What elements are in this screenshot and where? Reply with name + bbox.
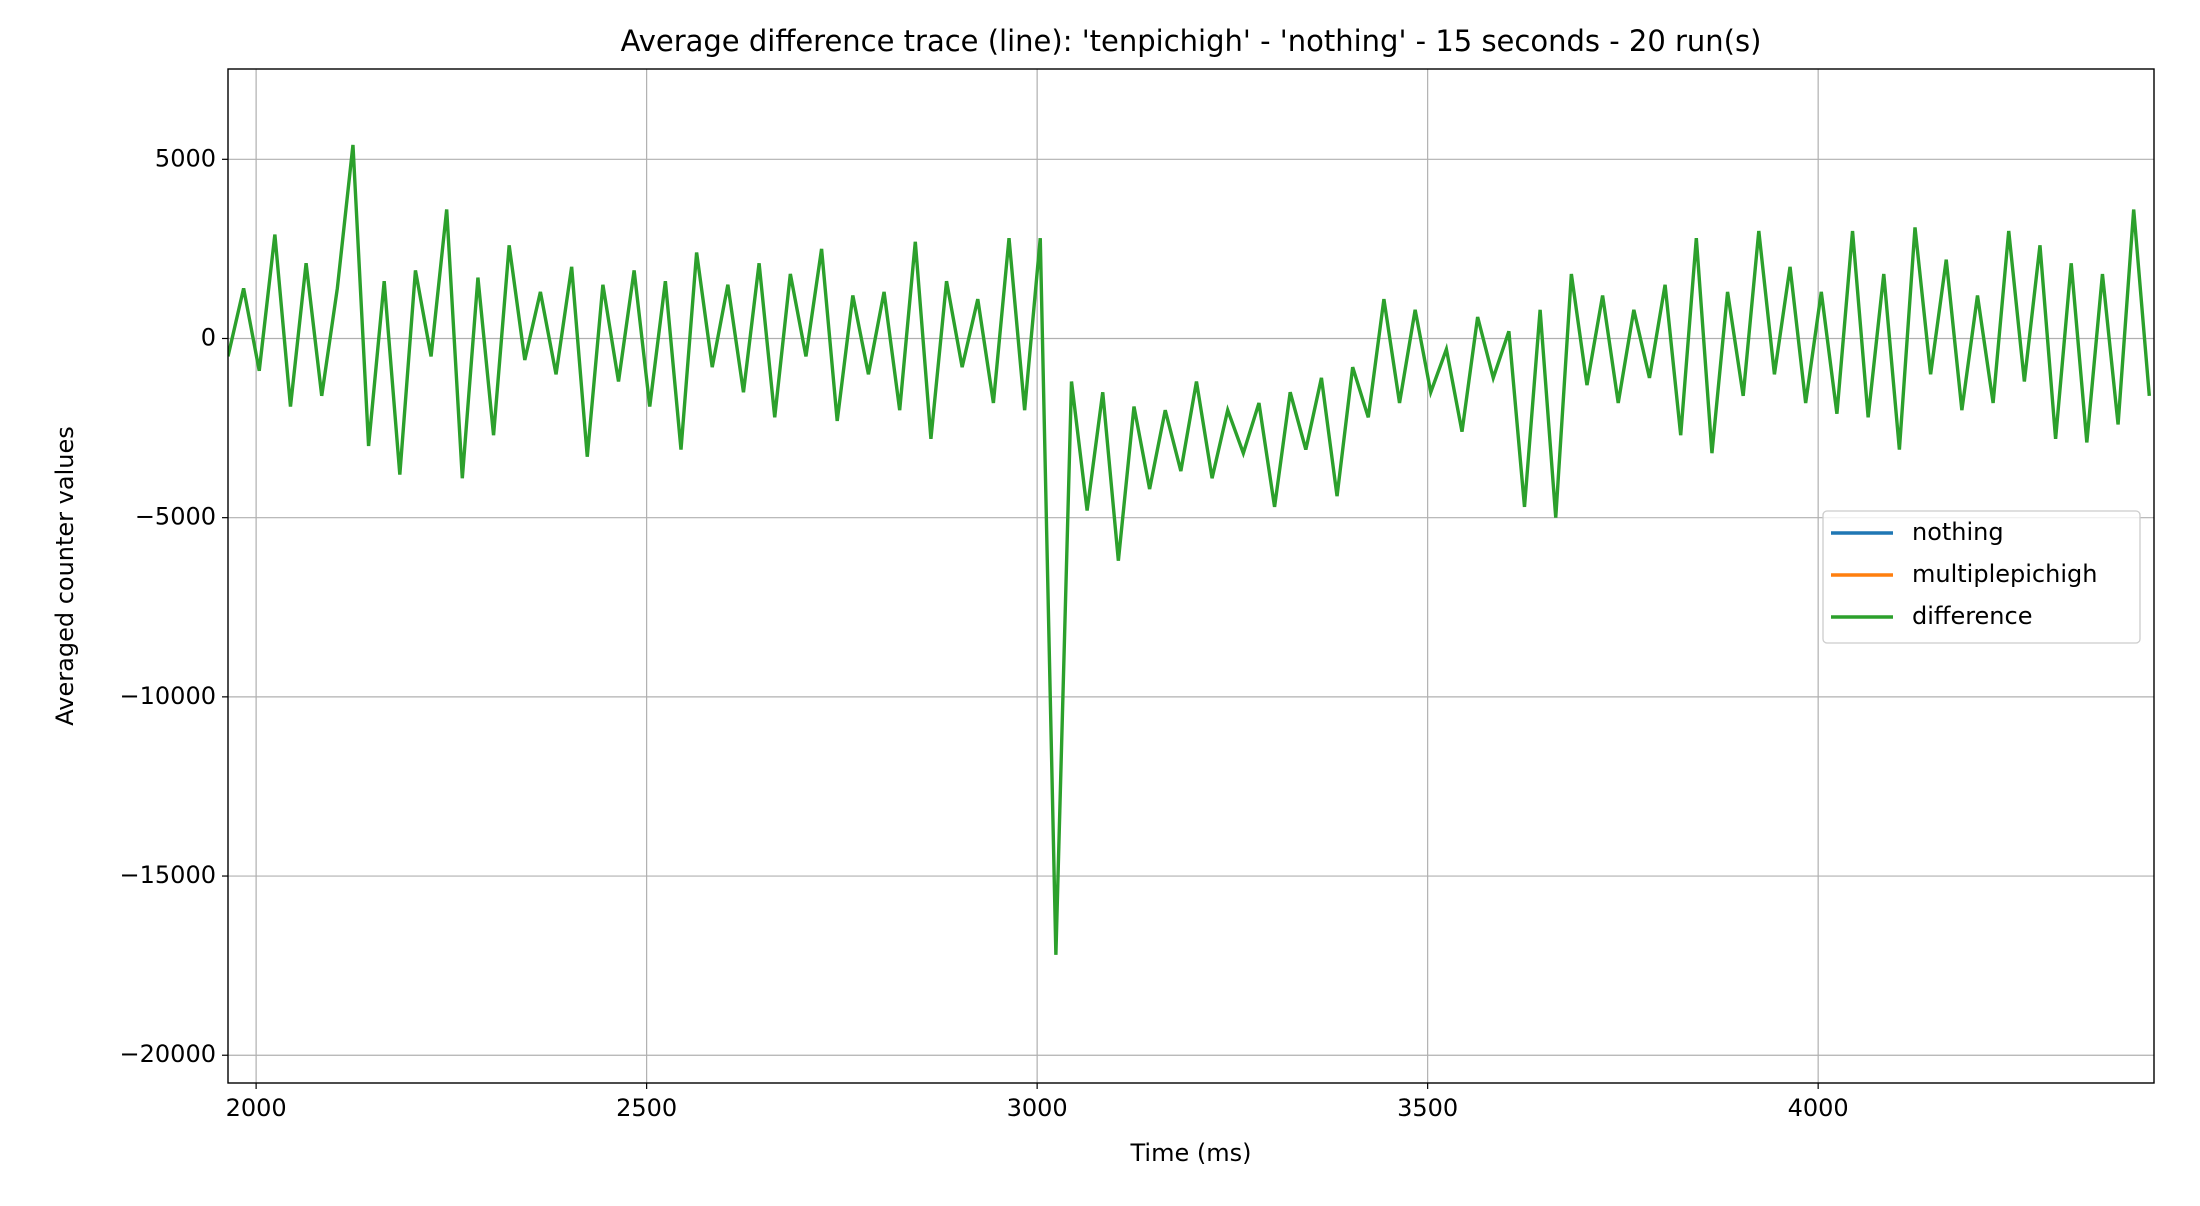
y-tick-label: 5000 [155, 144, 216, 172]
y-tick-label: −15000 [120, 861, 216, 889]
legend-label: nothing [1912, 518, 2004, 546]
plot-frame [227, 68, 2155, 1084]
chart-title: Average difference trace (line): 'tenpic… [621, 24, 1762, 58]
y-tick-label: −10000 [120, 682, 216, 710]
y-axis-label: Averaged counter values [51, 426, 79, 725]
legend-label: difference [1912, 602, 2032, 630]
x-tick-label: 3500 [1397, 1094, 1458, 1122]
legend: nothing multiplepichigh difference [1822, 510, 2141, 644]
y-tick-label: 0 [201, 323, 216, 351]
plot-area [228, 144, 2152, 955]
x-tick-label: 2500 [616, 1094, 677, 1122]
x-tick-label: 2000 [226, 1094, 287, 1122]
x-tick-label: 4000 [1788, 1094, 1849, 1122]
legend-box [1822, 510, 2141, 644]
x-tick-label: 3000 [1007, 1094, 1068, 1122]
series-line [228, 144, 2152, 955]
legend-label: multiplepichigh [1912, 560, 2097, 588]
x-axis-label: Time (ms) [1130, 1139, 1252, 1167]
y-tick-label: −20000 [120, 1040, 216, 1068]
y-tick-label: −5000 [135, 503, 216, 531]
